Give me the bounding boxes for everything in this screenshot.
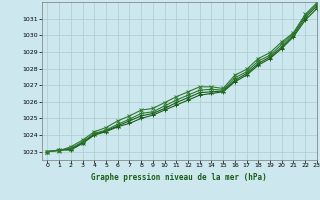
X-axis label: Graphe pression niveau de la mer (hPa): Graphe pression niveau de la mer (hPa) — [91, 173, 267, 182]
